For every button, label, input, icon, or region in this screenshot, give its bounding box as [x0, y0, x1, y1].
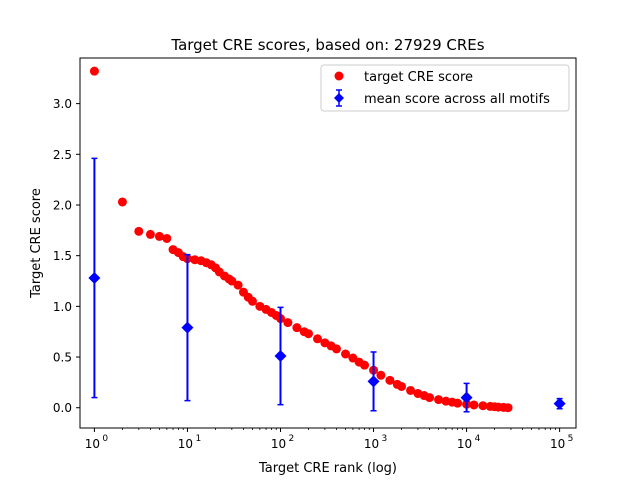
- score-point: [89, 66, 99, 76]
- y-tick-label: 2.5: [53, 148, 72, 162]
- score-point: [283, 318, 293, 328]
- x-tick-exponent: 1: [195, 434, 201, 444]
- legend-box: [320, 64, 570, 112]
- score-point: [134, 226, 144, 236]
- chart-title: Target CRE scores, based on: 27929 CREs: [170, 36, 484, 54]
- y-tick-label: 1.5: [53, 249, 72, 263]
- y-tick-label: 3.0: [53, 97, 72, 111]
- mean-score-diamond: [460, 391, 473, 404]
- score-point: [376, 370, 386, 380]
- score-point: [360, 360, 370, 370]
- y-tick-label: 1.0: [53, 300, 72, 314]
- score-point: [406, 385, 416, 395]
- y-axis-label: Target CRE score: [29, 188, 44, 299]
- x-tick-exponent: 0: [102, 434, 108, 444]
- score-point: [397, 381, 407, 391]
- legend-label-mean-score: mean score across all motifs: [364, 92, 550, 107]
- x-tick-exponent: 3: [382, 434, 388, 444]
- legend-entry-target-cre-score: target CRE score: [334, 70, 473, 85]
- axis-ticks: 0.00.51.01.52.02.53.010 0 10 1 10 2 10 3 10 4 10 5: [53, 97, 573, 451]
- legend-label-target-cre-score: target CRE score: [364, 70, 473, 85]
- score-point: [478, 401, 488, 411]
- score-point: [292, 323, 302, 333]
- x-tick-label: 10: [457, 437, 472, 451]
- score-point: [385, 375, 395, 385]
- score-point: [145, 229, 155, 239]
- x-tick-label: 10: [178, 437, 193, 451]
- score-point: [434, 395, 444, 405]
- score-point: [453, 398, 463, 408]
- mean-score-diamond: [553, 397, 566, 410]
- score-point: [154, 231, 164, 241]
- axes-frame: [79, 57, 577, 429]
- x-tick-label: 10: [271, 437, 286, 451]
- score-point: [341, 349, 351, 359]
- mean-score-diamond: [274, 350, 287, 363]
- score-point: [117, 197, 127, 207]
- y-tick-label: 0.5: [53, 351, 72, 365]
- score-point: [332, 344, 342, 354]
- score-point: [503, 403, 513, 413]
- legend: target CRE score mean score across all m…: [320, 64, 570, 112]
- x-tick-label: 10: [550, 437, 565, 451]
- score-point: [162, 233, 172, 243]
- score-point: [233, 280, 243, 290]
- x-axis-label: Target CRE rank (log): [258, 461, 397, 476]
- mean-score-diamond: [181, 321, 194, 334]
- mean-score-diamond: [367, 375, 380, 388]
- score-point: [469, 400, 479, 410]
- plot-area: [88, 66, 566, 413]
- score-point: [304, 329, 314, 339]
- x-tick-exponent: 4: [475, 434, 481, 444]
- x-tick-exponent: 5: [568, 434, 574, 444]
- x-tick-exponent: 2: [288, 434, 294, 444]
- score-point: [425, 393, 435, 403]
- mean-score-diamond: [88, 271, 101, 284]
- x-tick-label: 10: [85, 437, 100, 451]
- legend-entry-mean-score: mean score across all motifs: [334, 89, 550, 107]
- legend-marker-red-circle: [334, 71, 344, 81]
- score-point: [247, 296, 257, 306]
- y-tick-label: 0.0: [53, 401, 72, 415]
- score-point: [313, 334, 323, 344]
- legend-marker-blue-diamond: [334, 93, 344, 103]
- x-tick-label: 10: [364, 437, 379, 451]
- y-tick-label: 2.0: [53, 198, 72, 212]
